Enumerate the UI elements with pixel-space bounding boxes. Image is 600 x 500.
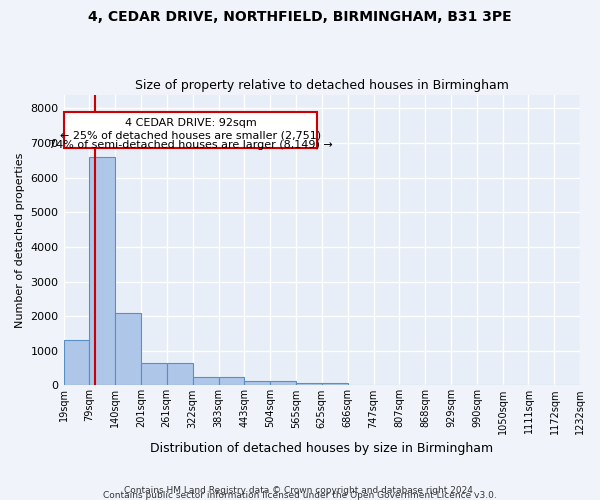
FancyBboxPatch shape [64, 112, 317, 148]
Text: ← 25% of detached houses are smaller (2,751): ← 25% of detached houses are smaller (2,… [60, 130, 321, 140]
Bar [64, 340, 89, 386]
Bar [89, 157, 115, 386]
Bar [141, 363, 167, 386]
Bar [322, 383, 347, 386]
Bar [167, 363, 193, 386]
Bar [244, 381, 270, 386]
Bar [193, 376, 218, 386]
Bar [218, 377, 244, 386]
Text: Contains public sector information licensed under the Open Government Licence v3: Contains public sector information licen… [103, 490, 497, 500]
Title: Size of property relative to detached houses in Birmingham: Size of property relative to detached ho… [135, 79, 509, 92]
Text: 74% of semi-detached houses are larger (8,149) →: 74% of semi-detached houses are larger (… [49, 140, 332, 150]
Y-axis label: Number of detached properties: Number of detached properties [15, 152, 25, 328]
Text: 4, CEDAR DRIVE, NORTHFIELD, BIRMINGHAM, B31 3PE: 4, CEDAR DRIVE, NORTHFIELD, BIRMINGHAM, … [88, 10, 512, 24]
X-axis label: Distribution of detached houses by size in Birmingham: Distribution of detached houses by size … [150, 442, 493, 455]
Text: 4 CEDAR DRIVE: 92sqm: 4 CEDAR DRIVE: 92sqm [125, 118, 256, 128]
Bar [296, 382, 322, 386]
Bar [115, 314, 141, 386]
Bar [270, 381, 296, 386]
Text: Contains HM Land Registry data © Crown copyright and database right 2024.: Contains HM Land Registry data © Crown c… [124, 486, 476, 495]
